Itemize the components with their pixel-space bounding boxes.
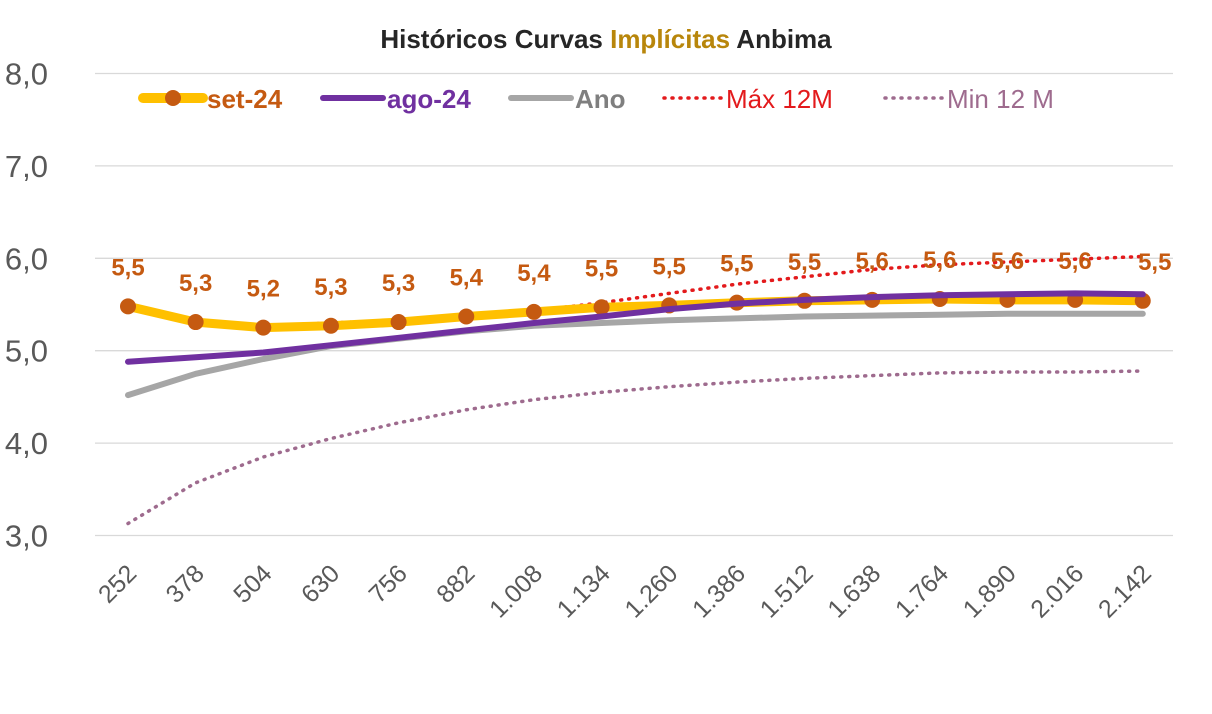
data-label: 5,6: [923, 247, 956, 274]
x-tick-label: 630: [296, 559, 345, 608]
data-label: 5,3: [382, 270, 415, 297]
x-tick-label: 2.016: [1025, 559, 1089, 623]
data-label: 5,5: [788, 249, 821, 276]
y-tick-label: 6,0: [5, 241, 48, 276]
data-labels: 5,5 5,3 5,2 5,3 5,3 5,4 5,4 5,5 5,5 5,5 5,5 5,6 5,6 5…: [111, 247, 1171, 303]
series-line-3: [125, 310, 1146, 399]
legend-label: Máx 12M: [726, 84, 833, 114]
legend-label: Min 12 M: [947, 84, 1054, 114]
series-line-5: [126, 369, 1145, 526]
x-tick-label: 756: [364, 559, 413, 608]
chart-title-part-2: Implícitas: [610, 24, 730, 54]
y-tick-label: 3,0: [5, 519, 48, 554]
data-label: 5,3: [314, 274, 347, 301]
legend-label: ago-24: [387, 84, 471, 114]
x-tick-label: 1.386: [687, 559, 751, 623]
series-marker: [390, 314, 407, 331]
data-label: 5,5: [720, 251, 753, 278]
series-marker: [120, 298, 136, 315]
series-line-1: [123, 294, 1148, 333]
chart-title-part-1: Históricos Curvas: [380, 24, 610, 54]
x-tick-label: 252: [93, 559, 142, 608]
series-marker: [458, 308, 475, 325]
data-label: 5,5: [653, 253, 686, 280]
series-line-2: [125, 290, 1146, 365]
data-label: 5,5: [111, 254, 144, 281]
data-label: 5,6: [991, 248, 1024, 275]
x-tick-label: 1.512: [755, 559, 819, 623]
legend-label: Ano: [575, 84, 626, 114]
series-marker: [593, 299, 610, 316]
y-tick-label: 7,0: [5, 149, 48, 184]
series-marker: [187, 314, 204, 331]
y-tick-label: 4,0: [5, 426, 48, 461]
y-axis: 3,0 4,0 5,0 6,0 7,0 8,0: [5, 57, 48, 554]
series-marker: [255, 319, 272, 336]
chart-title: Históricos Curvas Implícitas Anbima: [380, 24, 832, 54]
x-tick-label: 1.764: [890, 559, 954, 623]
series-marker: [525, 303, 542, 320]
data-label: 5,5: [1138, 249, 1171, 276]
data-label: 5,4: [517, 260, 551, 287]
x-tick-label: 882: [431, 559, 480, 608]
legend-marker: [165, 90, 181, 106]
x-tick-label: 504: [228, 559, 277, 608]
data-label: 5,2: [247, 276, 280, 303]
x-tick-label: 1.008: [484, 559, 548, 623]
series-line-4: [126, 254, 1145, 328]
data-label: 5,6: [1058, 248, 1091, 275]
x-tick-label: 1.638: [822, 559, 886, 623]
y-tick-label: 8,0: [5, 57, 48, 92]
series-group: [120, 254, 1151, 526]
x-tick-label: 1.890: [958, 559, 1022, 623]
x-tick-label: 378: [161, 559, 210, 608]
series-marker: [322, 317, 339, 334]
data-label: 5,5: [585, 255, 618, 282]
data-label: 5,6: [855, 248, 888, 275]
legend-label: set-24: [207, 84, 283, 114]
x-axis: 252 378 504 630 756 882 1.008 1.134 1.260 1.386 1.…: [93, 559, 1157, 623]
x-tick-label: 1.134: [552, 559, 616, 623]
data-label: 5,3: [179, 270, 212, 297]
legend: set-24 ago-24 Ano Máx 12M Min 12 M: [138, 84, 1054, 114]
y-tick-label: 5,0: [5, 334, 48, 369]
x-tick-label: 1.260: [619, 559, 683, 623]
data-label: 5,4: [450, 265, 484, 292]
chart-title-part-3: Anbima: [730, 24, 832, 54]
x-tick-label: 2.142: [1093, 559, 1157, 623]
